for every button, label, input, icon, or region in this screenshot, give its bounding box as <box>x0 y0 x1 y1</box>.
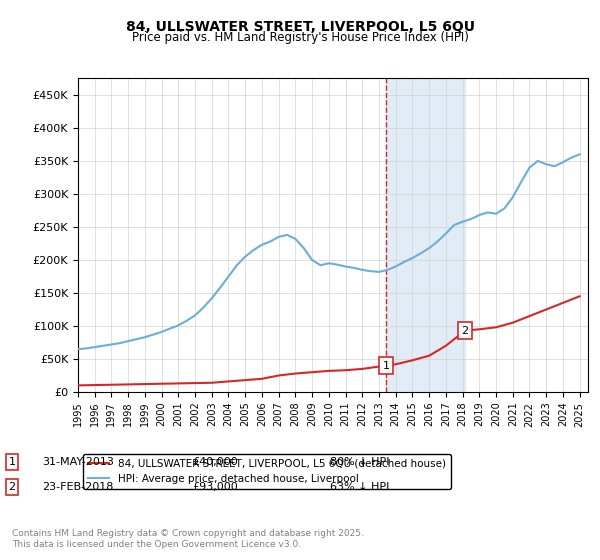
Text: Contains HM Land Registry data © Crown copyright and database right 2025.
This d: Contains HM Land Registry data © Crown c… <box>12 529 364 549</box>
Text: Price paid vs. HM Land Registry's House Price Index (HPI): Price paid vs. HM Land Registry's House … <box>131 31 469 44</box>
Text: 23-FEB-2018: 23-FEB-2018 <box>42 482 113 492</box>
Text: £40,000: £40,000 <box>192 457 238 467</box>
Text: £93,000: £93,000 <box>192 482 238 492</box>
Text: 1: 1 <box>383 361 389 371</box>
Bar <box>386 78 465 392</box>
Text: 31-MAY-2013: 31-MAY-2013 <box>42 457 114 467</box>
Text: 2: 2 <box>8 482 16 492</box>
Text: 63% ↓ HPI: 63% ↓ HPI <box>330 482 389 492</box>
Text: 80% ↓ HPI: 80% ↓ HPI <box>330 457 389 467</box>
Legend: 84, ULLSWATER STREET, LIVERPOOL, L5 6QU (detached house), HPI: Average price, de: 84, ULLSWATER STREET, LIVERPOOL, L5 6QU … <box>83 454 451 489</box>
Text: 84, ULLSWATER STREET, LIVERPOOL, L5 6QU: 84, ULLSWATER STREET, LIVERPOOL, L5 6QU <box>125 20 475 34</box>
Text: 2: 2 <box>461 325 469 335</box>
Text: 1: 1 <box>8 457 16 467</box>
